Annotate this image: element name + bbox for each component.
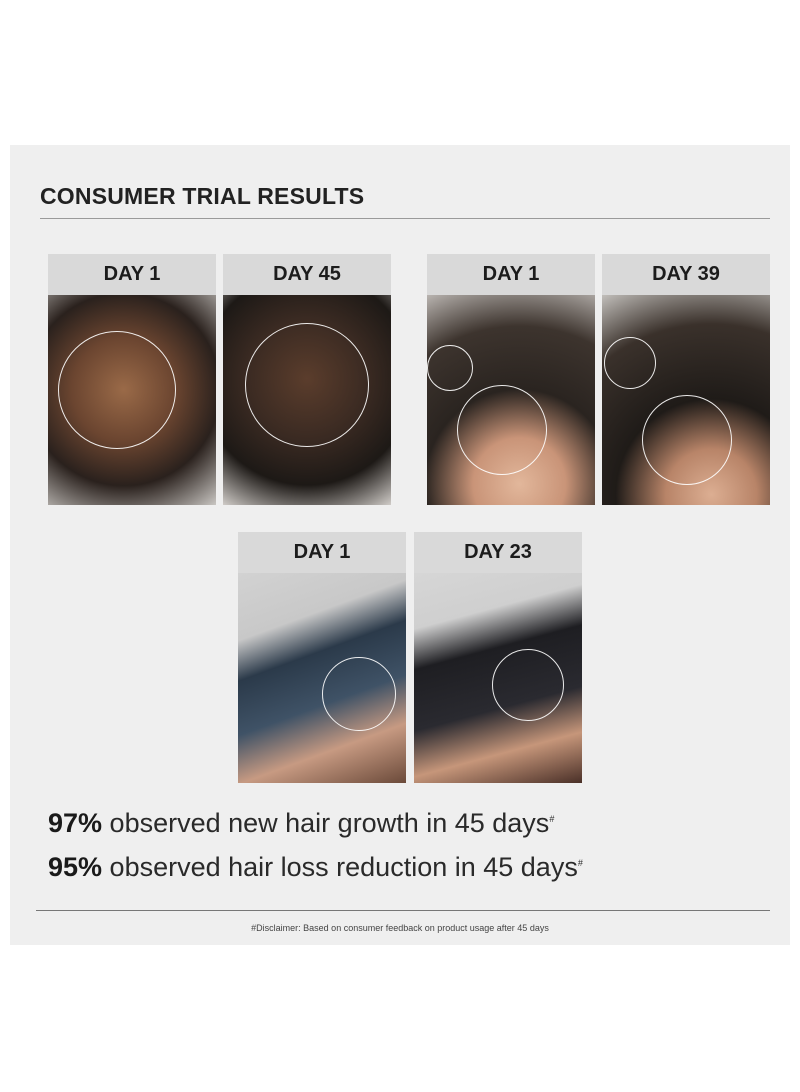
highlight-circle	[322, 657, 396, 731]
scalp-photo	[48, 295, 216, 505]
scalp-photo	[414, 573, 582, 783]
stat-value: 95%	[48, 852, 103, 882]
highlight-circle	[427, 345, 473, 391]
scalp-photo	[223, 295, 391, 505]
highlight-circle	[604, 337, 656, 389]
photo-card-3-before: DAY 1	[238, 532, 406, 783]
footnote-mark: #	[549, 814, 555, 824]
footer-divider	[36, 910, 770, 911]
title-divider	[40, 218, 770, 219]
scalp-photo	[238, 573, 406, 783]
photo-card-3-after: DAY 23	[414, 532, 582, 783]
day-label: DAY 23	[414, 532, 582, 573]
disclaimer: #Disclaimer: Based on consumer feedback …	[251, 923, 549, 933]
highlight-circle	[457, 385, 547, 475]
stat-value: 97%	[48, 808, 103, 838]
day-label: DAY 1	[48, 254, 216, 295]
day-label: DAY 1	[238, 532, 406, 573]
highlight-circle	[58, 331, 176, 449]
highlight-circle	[245, 323, 369, 447]
highlight-circle	[642, 395, 732, 485]
photo-card-2-before: DAY 1	[427, 254, 595, 505]
stat-text: observed hair loss reduction in 45 days	[102, 852, 578, 882]
page-title: CONSUMER TRIAL RESULTS	[40, 183, 365, 209]
day-label: DAY 1	[427, 254, 595, 295]
photo-card-2-after: DAY 39	[602, 254, 770, 505]
day-label: DAY 45	[223, 254, 391, 295]
stat-new-hair-growth: 97% observed new hair growth in 45 days#	[48, 808, 554, 839]
footnote-mark: #	[577, 858, 583, 868]
stat-hair-loss-reduction: 95% observed hair loss reduction in 45 d…	[48, 852, 583, 883]
photo-card-1-after: DAY 45	[223, 254, 391, 505]
photo-card-1-before: DAY 1	[48, 254, 216, 505]
scalp-photo	[427, 295, 595, 505]
highlight-circle	[492, 649, 564, 721]
scalp-photo	[602, 295, 770, 505]
stat-text: observed new hair growth in 45 days	[102, 808, 550, 838]
day-label: DAY 39	[602, 254, 770, 295]
